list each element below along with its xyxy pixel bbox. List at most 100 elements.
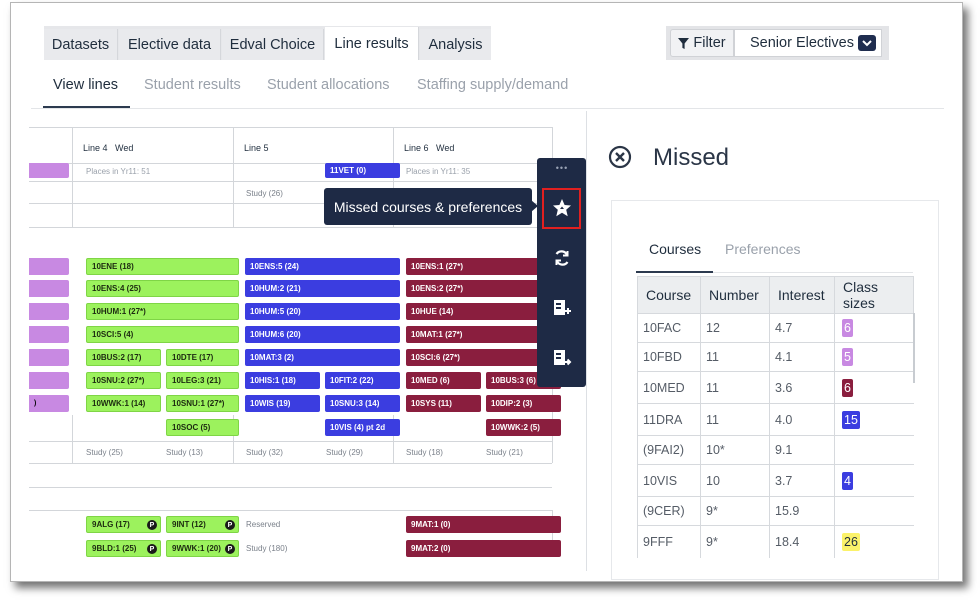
- grid-cell[interactable]: 10ENS:5 (24): [245, 258, 400, 275]
- grid-cell[interactable]: 10SNU:2 (27*): [86, 372, 161, 389]
- grid-cell[interactable]: 10HUM:5 (20): [245, 303, 400, 320]
- tab-elective-data[interactable]: Elective data: [119, 29, 221, 60]
- close-circle-icon[interactable]: [608, 145, 632, 169]
- elective-group-select[interactable]: Senior Electives: [734, 29, 882, 57]
- grid-cell[interactable]: 10MAT:3 (2): [245, 349, 400, 366]
- grid-cell[interactable]: 10BUS:2 (17): [86, 349, 161, 366]
- missed-courses-table: Course Number Interest Class sizes 10FAC…: [637, 276, 914, 558]
- grid-cell[interactable]: 10ENS:4 (25): [86, 280, 239, 297]
- filter-button[interactable]: Filter: [670, 29, 734, 57]
- grid-cell[interactable]: 10FIT:2 (22): [325, 372, 400, 389]
- cell-class-size: 4: [834, 464, 914, 497]
- grid-cell[interactable]: 10ENE (18): [86, 258, 239, 275]
- grid-cell[interactable]: [29, 349, 69, 366]
- table-row[interactable]: 9FFF 9* 18.4 26: [637, 525, 914, 558]
- line4-day: Wed: [115, 143, 134, 153]
- grid-cell[interactable]: 9MAT:2 (0): [406, 540, 561, 557]
- grid-cell[interactable]: 11VET (0): [325, 163, 400, 178]
- export-sheet-icon[interactable]: [549, 345, 575, 371]
- grid-cell[interactable]: 10MED (6): [406, 372, 481, 389]
- grid-cell[interactable]: 10DTE (17): [166, 349, 239, 366]
- tab-datasets[interactable]: Datasets: [44, 29, 118, 60]
- grid-cell[interactable]: 10HUM:1 (27*): [86, 303, 239, 320]
- col-class-sizes[interactable]: Class sizes: [834, 276, 914, 314]
- grid-cell[interactable]: [29, 163, 69, 178]
- table-row[interactable]: (9FAI2) 10* 9.1: [637, 435, 914, 465]
- subtab-student-allocations[interactable]: Student allocations: [267, 77, 390, 93]
- grid-line: [233, 415, 234, 463]
- table-row[interactable]: 10FBD 11 4.1 5: [637, 342, 914, 372]
- grid-line: [29, 227, 552, 228]
- tab-line-results[interactable]: Line results: [325, 27, 419, 60]
- grid-cell[interactable]: 10DIP:2 (3): [486, 395, 561, 412]
- chevron-down-icon[interactable]: [858, 35, 876, 51]
- subtab-view-lines[interactable]: View lines: [53, 77, 119, 93]
- subtab-staffing[interactable]: Staffing supply/demand: [417, 77, 569, 93]
- grid-cell[interactable]: 10MAT:1 (27*): [406, 326, 561, 343]
- cell-interest: 4.0: [769, 403, 835, 436]
- grid-cell[interactable]: 10HUM:6 (20): [245, 326, 400, 343]
- grid-cell[interactable]: 10SNU:3 (14): [325, 395, 400, 412]
- grid-cell[interactable]: 10SCI:5 (4): [86, 326, 239, 343]
- grid-cell[interactable]: [29, 303, 69, 320]
- cell-class-size: 6: [834, 371, 914, 404]
- cell-interest: 3.6: [769, 371, 835, 404]
- table-row[interactable]: 10FAC 12 4.7 6: [637, 313, 914, 343]
- grid-cell[interactable]: 9INT (12) P: [166, 516, 239, 533]
- tab-analysis[interactable]: Analysis: [420, 29, 491, 60]
- subtab-student-results[interactable]: Student results: [144, 77, 241, 93]
- grid-cell[interactable]: 10HIS:1 (18): [245, 372, 320, 389]
- grid-cell[interactable]: 9MAT:1 (0): [406, 516, 561, 533]
- grid-cell[interactable]: 10WIS (19): [245, 395, 320, 412]
- table-row[interactable]: (9CER) 9* 15.9: [637, 496, 914, 526]
- grid-line: [29, 487, 552, 488]
- grid-cell[interactable]: 10ENS:1 (27*): [406, 258, 561, 275]
- grid-cell[interactable]: 10SYS (11): [406, 395, 481, 412]
- grid-cell[interactable]: 9ALG (17) P: [86, 516, 161, 533]
- grid-cell[interactable]: 9BLD:1 (25) P: [86, 540, 161, 557]
- grid-cell[interactable]: 10VIS (4) pt 2d: [325, 419, 400, 436]
- grid-line: [29, 127, 552, 128]
- tab-courses[interactable]: Courses: [649, 241, 702, 257]
- line4-label: Line 4: [83, 143, 108, 153]
- table-row[interactable]: 10MED 11 3.6 6: [637, 371, 914, 404]
- grid-cell[interactable]: 10SCI:6 (27*): [406, 349, 561, 366]
- grid-line: [29, 510, 552, 511]
- grid-cell[interactable]: 10SOC (5): [166, 419, 239, 436]
- grid-cell[interactable]: [29, 326, 69, 343]
- filter-label: Filter: [693, 35, 726, 51]
- grid-cell[interactable]: 10SNU:1 (27*): [166, 395, 239, 412]
- pinned-icon: P: [225, 520, 235, 530]
- tooltip: Missed courses & preferences: [324, 188, 532, 225]
- grid-cell[interactable]: 10WWK:1 (14): [86, 395, 161, 412]
- grid-cell[interactable]: [29, 372, 69, 389]
- grid-cell[interactable]: 10HUM:2 (21): [245, 280, 400, 297]
- table-row[interactable]: 11DRA 11 4.0 15: [637, 403, 914, 436]
- grid-cell[interactable]: ): [29, 395, 69, 412]
- grid-cell[interactable]: 10WWK:2 (5): [486, 419, 561, 436]
- grid-cell[interactable]: 10LEG:3 (21): [166, 372, 239, 389]
- panel-divider: [586, 111, 587, 571]
- grid-cell[interactable]: 9WWK:1 (20) P: [166, 540, 239, 557]
- grid-cell[interactable]: 10ENS:2 (27*): [406, 280, 561, 297]
- col-interest[interactable]: Interest: [769, 276, 835, 314]
- star-icon[interactable]: [549, 195, 575, 221]
- grid-cell[interactable]: 10HUE (14): [406, 303, 561, 320]
- table-row[interactable]: 10VIS 10 3.7 4: [637, 464, 914, 497]
- line6-header: Line 6 Wed: [404, 143, 454, 153]
- grid-cell[interactable]: [29, 258, 69, 275]
- tab-preferences[interactable]: Preferences: [725, 241, 801, 257]
- tab-edval-choice[interactable]: Edval Choice: [222, 29, 324, 60]
- grid-cell-label: 9ALG (17): [92, 520, 130, 529]
- add-sheet-icon[interactable]: [549, 295, 575, 321]
- cell-class-size: 26: [834, 525, 914, 558]
- col-number[interactable]: Number: [700, 276, 770, 314]
- refresh-icon[interactable]: [549, 245, 575, 271]
- more-dots-icon[interactable]: •••: [555, 163, 569, 173]
- grid-cell[interactable]: [29, 280, 69, 297]
- cell-class-size: 15: [834, 403, 914, 436]
- col-course[interactable]: Course: [637, 276, 701, 314]
- table-scrollbar[interactable]: [913, 313, 915, 383]
- reserved-cell: Reserved: [246, 520, 281, 529]
- cell-course: 10FBD: [637, 342, 701, 372]
